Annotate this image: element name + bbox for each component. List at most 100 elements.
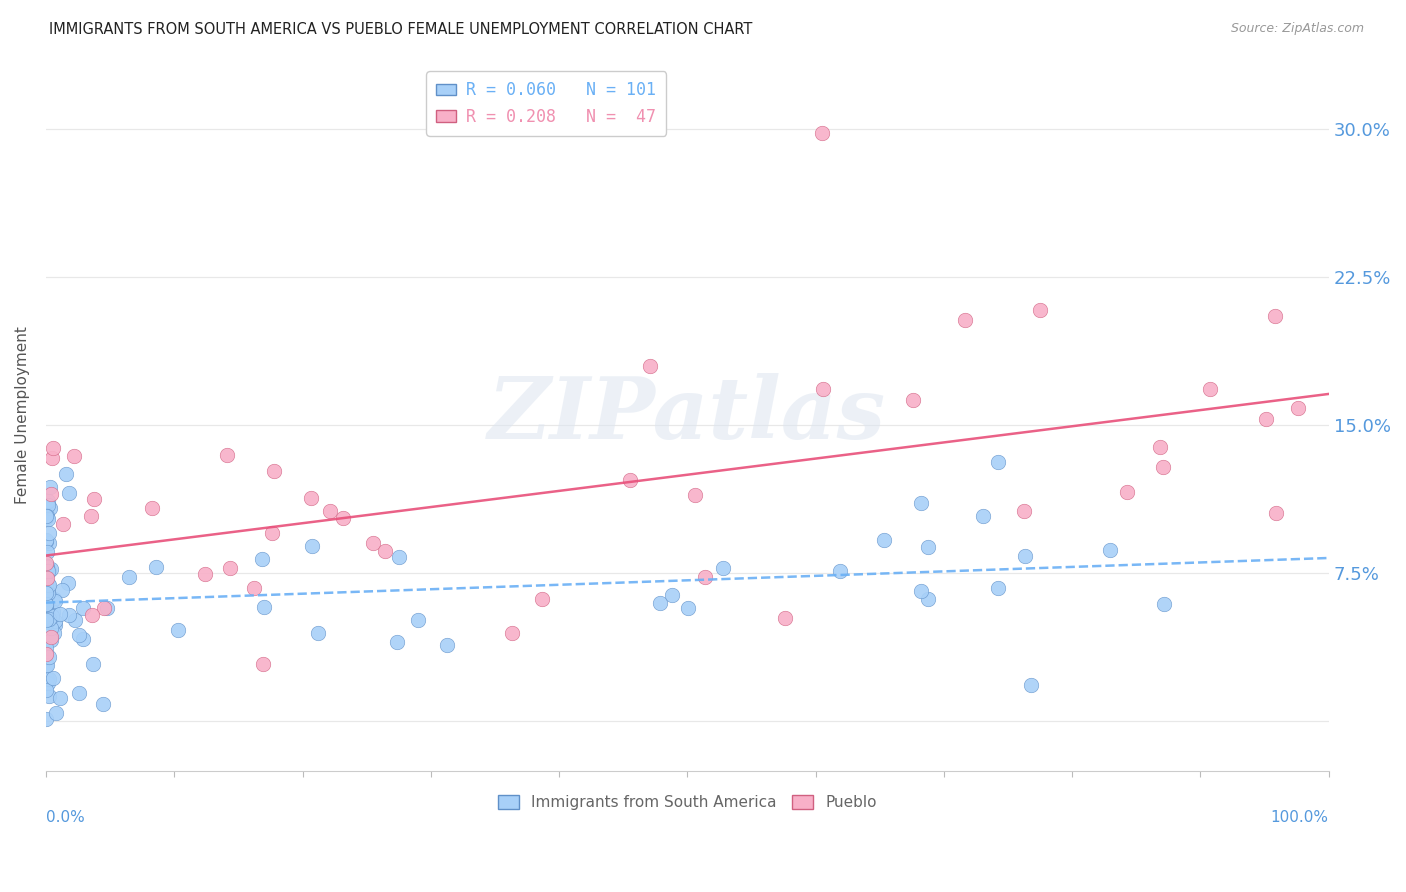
Point [619, 473, 641, 487]
Point [35, 641, 58, 656]
Point [661, 588, 683, 602]
Point [37, 672, 59, 686]
Point [58, 576, 80, 591]
Point [41, 608, 63, 623]
Point [82, 657, 104, 671]
Point [406, 613, 429, 627]
Point [67, 628, 90, 642]
Point [39, 562, 62, 576]
Point [901, 393, 924, 408]
Point [38, 525, 60, 540]
Point [253, 599, 276, 614]
Point [35, 556, 58, 570]
Point [1286, 401, 1309, 415]
Point [79, 508, 101, 523]
Point [987, 455, 1010, 469]
Point [987, 581, 1010, 595]
Point [35, 615, 58, 629]
Point [35, 533, 58, 548]
Point [35, 712, 58, 726]
Point [1254, 412, 1277, 426]
Point [41, 441, 63, 455]
Point [301, 539, 323, 553]
Point [38, 610, 60, 624]
Point [501, 626, 523, 640]
Point [35, 683, 58, 698]
Point [307, 625, 329, 640]
Point [219, 561, 242, 575]
Y-axis label: Female Unemployment: Female Unemployment [15, 326, 30, 504]
Point [42, 605, 65, 619]
Point [35, 585, 58, 599]
Point [41, 450, 63, 465]
Point [1098, 542, 1121, 557]
Point [44, 594, 66, 608]
Point [35, 599, 58, 614]
Point [638, 359, 661, 373]
Point [35, 570, 58, 584]
Point [436, 638, 458, 652]
Point [695, 570, 717, 584]
Point [917, 591, 939, 606]
Point [972, 508, 994, 523]
Point [37, 564, 59, 578]
Point [35, 598, 58, 612]
Point [711, 560, 734, 574]
Point [953, 313, 976, 327]
Point [35, 597, 58, 611]
Point [39, 621, 62, 635]
Point [167, 623, 190, 637]
Point [141, 501, 163, 516]
Point [388, 550, 411, 565]
Point [35, 508, 58, 523]
Legend: Immigrants from South America, Pueblo: Immigrants from South America, Pueblo [492, 789, 883, 816]
Point [38, 612, 60, 626]
Point [72, 601, 94, 615]
Point [1014, 549, 1036, 564]
Point [41, 671, 63, 685]
Point [1152, 459, 1174, 474]
Point [35, 658, 58, 673]
Point [82, 607, 104, 622]
Point [44, 614, 66, 628]
Point [260, 525, 283, 540]
Point [49, 607, 72, 622]
Point [374, 544, 396, 558]
Point [39, 479, 62, 493]
Point [37, 577, 59, 591]
Point [910, 584, 932, 599]
Point [37, 498, 59, 512]
Point [51, 583, 73, 598]
Point [35, 590, 58, 604]
Point [44, 626, 66, 640]
Point [38, 649, 60, 664]
Point [39, 487, 62, 501]
Point [830, 564, 852, 578]
Point [35, 579, 58, 593]
Point [83, 491, 105, 506]
Point [917, 541, 939, 555]
Point [252, 657, 274, 671]
Point [811, 126, 834, 140]
Point [35, 657, 58, 672]
Point [52, 516, 75, 531]
Point [145, 559, 167, 574]
Point [1153, 597, 1175, 611]
Point [243, 582, 266, 596]
Text: 0.0%: 0.0% [46, 810, 84, 825]
Point [773, 611, 796, 625]
Point [385, 635, 408, 649]
Point [42, 591, 65, 606]
Point [35, 569, 58, 583]
Point [319, 504, 342, 518]
Point [44, 617, 66, 632]
Point [35, 558, 58, 573]
Point [58, 608, 80, 623]
Point [35, 533, 58, 547]
Point [35, 560, 58, 574]
Point [35, 508, 58, 523]
Point [37, 512, 59, 526]
Point [363, 535, 385, 549]
Point [194, 566, 217, 581]
Point [910, 496, 932, 510]
